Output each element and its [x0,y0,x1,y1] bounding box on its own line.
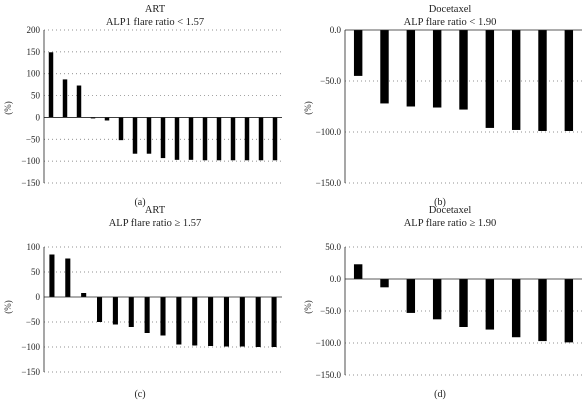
chart-subtitle: ALP1 flare ratio < 1.57 [106,17,204,28]
y-tick-label: −50.0 [320,76,341,86]
bar [432,279,442,320]
bar [244,117,250,161]
bar [49,254,55,297]
bar [188,117,194,160]
bar [96,297,103,322]
plot-area: 0.0 −50.0 −100.0 −150.0 [316,25,582,188]
chart-title: ART [145,205,166,216]
y-tick-label: −50 [26,317,41,327]
bar [192,297,198,346]
bar [459,30,468,110]
bar [564,279,574,343]
bar [48,52,54,118]
bar [128,297,134,327]
bar [104,117,110,121]
chart-panel-b: Docetaxel ALP flare ratio < 1.90 (%) 0.0… [303,4,582,208]
y-tick-label: 50 [31,91,41,101]
bar [406,30,416,107]
panel-label: (d) [434,389,446,400]
bar [538,279,547,342]
bar [76,85,82,118]
bar [81,293,87,297]
chart-subtitle: ALP flare ratio ≥ 1.90 [404,218,497,229]
bar [353,264,363,279]
bar [146,117,152,154]
bar [511,279,521,338]
y-axis-label: (%) [303,300,313,314]
chart-subtitle: ALP flare ratio < 1.90 [404,17,497,28]
y-axis-label: (%) [3,300,13,314]
plot-area: 50.0 0.0 −50.0 −100.0 −150.0 [316,242,582,380]
y-tick-label: −150 [21,178,40,188]
chart-title: ART [145,4,166,15]
y-tick-label: 150 [27,47,41,57]
y-tick-label: −150 [21,367,40,377]
bar [459,279,468,327]
y-tick-label: −100 [21,342,40,352]
chart-title: Docetaxel [429,205,472,216]
chart-subtitle: ALP flare ratio ≥ 1.57 [109,218,202,229]
bar [65,258,71,297]
y-tick-label: 50.0 [325,242,341,252]
bar [239,297,245,347]
y-tick-label: 0 [36,292,41,302]
y-tick-label: 0.0 [330,274,342,284]
bar [538,30,547,131]
bar [271,297,277,347]
y-tick-label: 0.0 [330,25,342,35]
bar [202,117,208,161]
y-tick-label: −100.0 [316,338,342,348]
plot-area: 100 50 0 −50 −100 −150 [21,242,282,377]
bar [380,279,389,288]
plot-area: 200 150 100 50 0 −50 −100 −150 [21,25,282,188]
chart-panel-a: ART ALP1 flare ratio < 1.57 (%) 200 150 10… [3,4,282,208]
bar [380,30,389,104]
bar [511,30,521,130]
bar [272,117,278,161]
bar [174,117,180,160]
y-tick-label: 0 [36,112,41,122]
y-tick-label: −50 [26,134,41,144]
y-tick-label: −100.0 [316,127,342,137]
y-tick-label: 100 [27,69,41,79]
panel-label: (c) [134,389,145,400]
chart-title: Docetaxel [429,4,472,15]
panel-label: (b) [434,197,446,208]
y-axis-label: (%) [3,101,13,115]
bar [223,297,230,347]
bar [176,297,182,345]
bar [216,117,222,161]
bar [90,117,96,119]
bar [62,79,68,118]
y-tick-label: 100 [27,242,41,252]
bar [485,30,495,128]
y-tick-label: −150.0 [316,370,342,380]
panel-label: (a) [134,197,145,208]
y-tick-label: −100 [21,156,40,166]
bar [258,117,264,161]
y-tick-label: 50 [31,267,41,277]
bar [432,30,442,108]
bar [112,297,118,325]
bar [144,297,150,333]
bar [485,279,495,330]
bar [160,297,166,336]
bar [132,117,138,154]
bar [406,279,416,313]
y-tick-label: −50.0 [320,306,341,316]
chart-panel-c: ART ALP flare ratio ≥ 1.57 (%) 100 50 0 −50… [3,205,282,400]
bar [118,117,124,141]
chart-panel-d: Docetaxel ALP flare ratio ≥ 1.90 (%) 50.… [303,205,582,400]
y-axis-label: (%) [303,101,313,115]
y-tick-label: −150.0 [316,178,342,188]
y-tick-label: 200 [27,25,41,35]
bar [255,297,261,347]
bar [230,117,236,161]
bar [160,117,166,159]
bar [353,30,363,76]
bar [564,30,574,131]
bar [208,297,214,346]
